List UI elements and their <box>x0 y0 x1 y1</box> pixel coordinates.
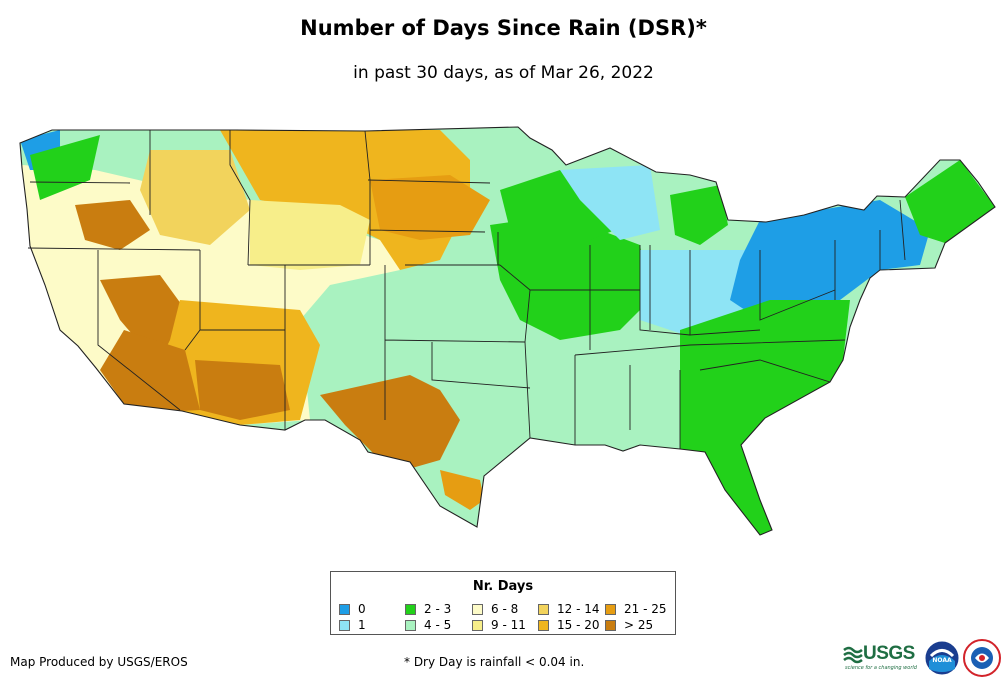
legend-swatch <box>538 620 549 631</box>
state-boundaries <box>19 126 996 536</box>
dry-day-footnote: * Dry Day is rainfall < 0.04 in. <box>404 655 585 669</box>
usgs-tagline: science for a changing world <box>845 665 917 671</box>
wyoming-yellow <box>250 200 370 270</box>
legend-item: 1 <box>339 619 366 632</box>
southern-california-brown <box>100 330 200 411</box>
map-subtitle: in past 30 days, as of Mar 26, 2022 <box>353 63 654 83</box>
west-lines <box>27 130 531 439</box>
nws-logo <box>963 639 1001 677</box>
usgs-logo-text: USGS <box>863 643 915 664</box>
map-credit: Map Produced by USGS/EROS <box>10 655 188 669</box>
legend-item: 6 - 8 <box>472 603 518 616</box>
legend-swatch <box>472 620 483 631</box>
legend-label: 21 - 25 <box>624 602 667 616</box>
legend-label: 15 - 20 <box>557 618 600 632</box>
oregon-brown <box>75 200 150 250</box>
usgs-wave-icon <box>843 646 863 664</box>
legend-item: 21 - 25 <box>605 603 667 616</box>
map-title: Number of Days Since Rain (DSR)* <box>300 16 707 40</box>
legend-item: > 25 <box>605 619 653 632</box>
legend-title: Nr. Days <box>472 579 534 594</box>
minnesota-cyan <box>560 165 660 240</box>
south-texas-orange <box>440 470 484 510</box>
legend-label: 0 <box>358 602 366 616</box>
legend-swatch <box>339 604 350 615</box>
montana-orange <box>370 175 490 240</box>
svg-text:NOAA: NOAA <box>932 657 952 664</box>
legend-swatch <box>405 604 416 615</box>
legend-label: 12 - 14 <box>557 602 600 616</box>
legend-label: 2 - 3 <box>424 602 452 616</box>
arizona-brown <box>195 360 290 420</box>
usgs-logo: USGS science for a changing world <box>843 643 921 677</box>
noaa-logo: NOAA <box>925 641 959 675</box>
texas-brown <box>320 375 460 470</box>
us-days-since-rain-map <box>19 126 996 536</box>
michigan-green <box>670 185 728 245</box>
midwest-green <box>490 215 650 340</box>
idaho-yellow <box>140 150 250 245</box>
legend-label: 6 - 8 <box>491 602 519 616</box>
legend-swatch <box>405 620 416 631</box>
east-lines <box>499 199 906 449</box>
legend-label: 1 <box>358 618 366 632</box>
legend-item: 4 - 5 <box>405 619 451 632</box>
legend-item: 0 <box>339 603 366 616</box>
new-england-green <box>905 160 995 243</box>
legend-item: 2 - 3 <box>405 603 451 616</box>
legend-swatch <box>538 604 549 615</box>
washington-green <box>30 135 100 200</box>
legend-label: 4 - 5 <box>424 618 452 632</box>
legend-item: 9 - 11 <box>472 619 526 632</box>
legend-label: 9 - 11 <box>491 618 526 632</box>
legend-label: > 25 <box>624 618 654 632</box>
us-outline <box>19 126 996 536</box>
map-legend: Nr. Days 0 1 2 - 3 4 - 5 6 - 8 9 - 11 12… <box>330 571 676 635</box>
legend-swatch <box>339 620 350 631</box>
legend-swatch <box>605 604 616 615</box>
legend-item: 15 - 20 <box>538 619 600 632</box>
legend-swatch <box>605 620 616 631</box>
legend-swatch <box>472 604 483 615</box>
legend-item: 12 - 14 <box>538 603 600 616</box>
